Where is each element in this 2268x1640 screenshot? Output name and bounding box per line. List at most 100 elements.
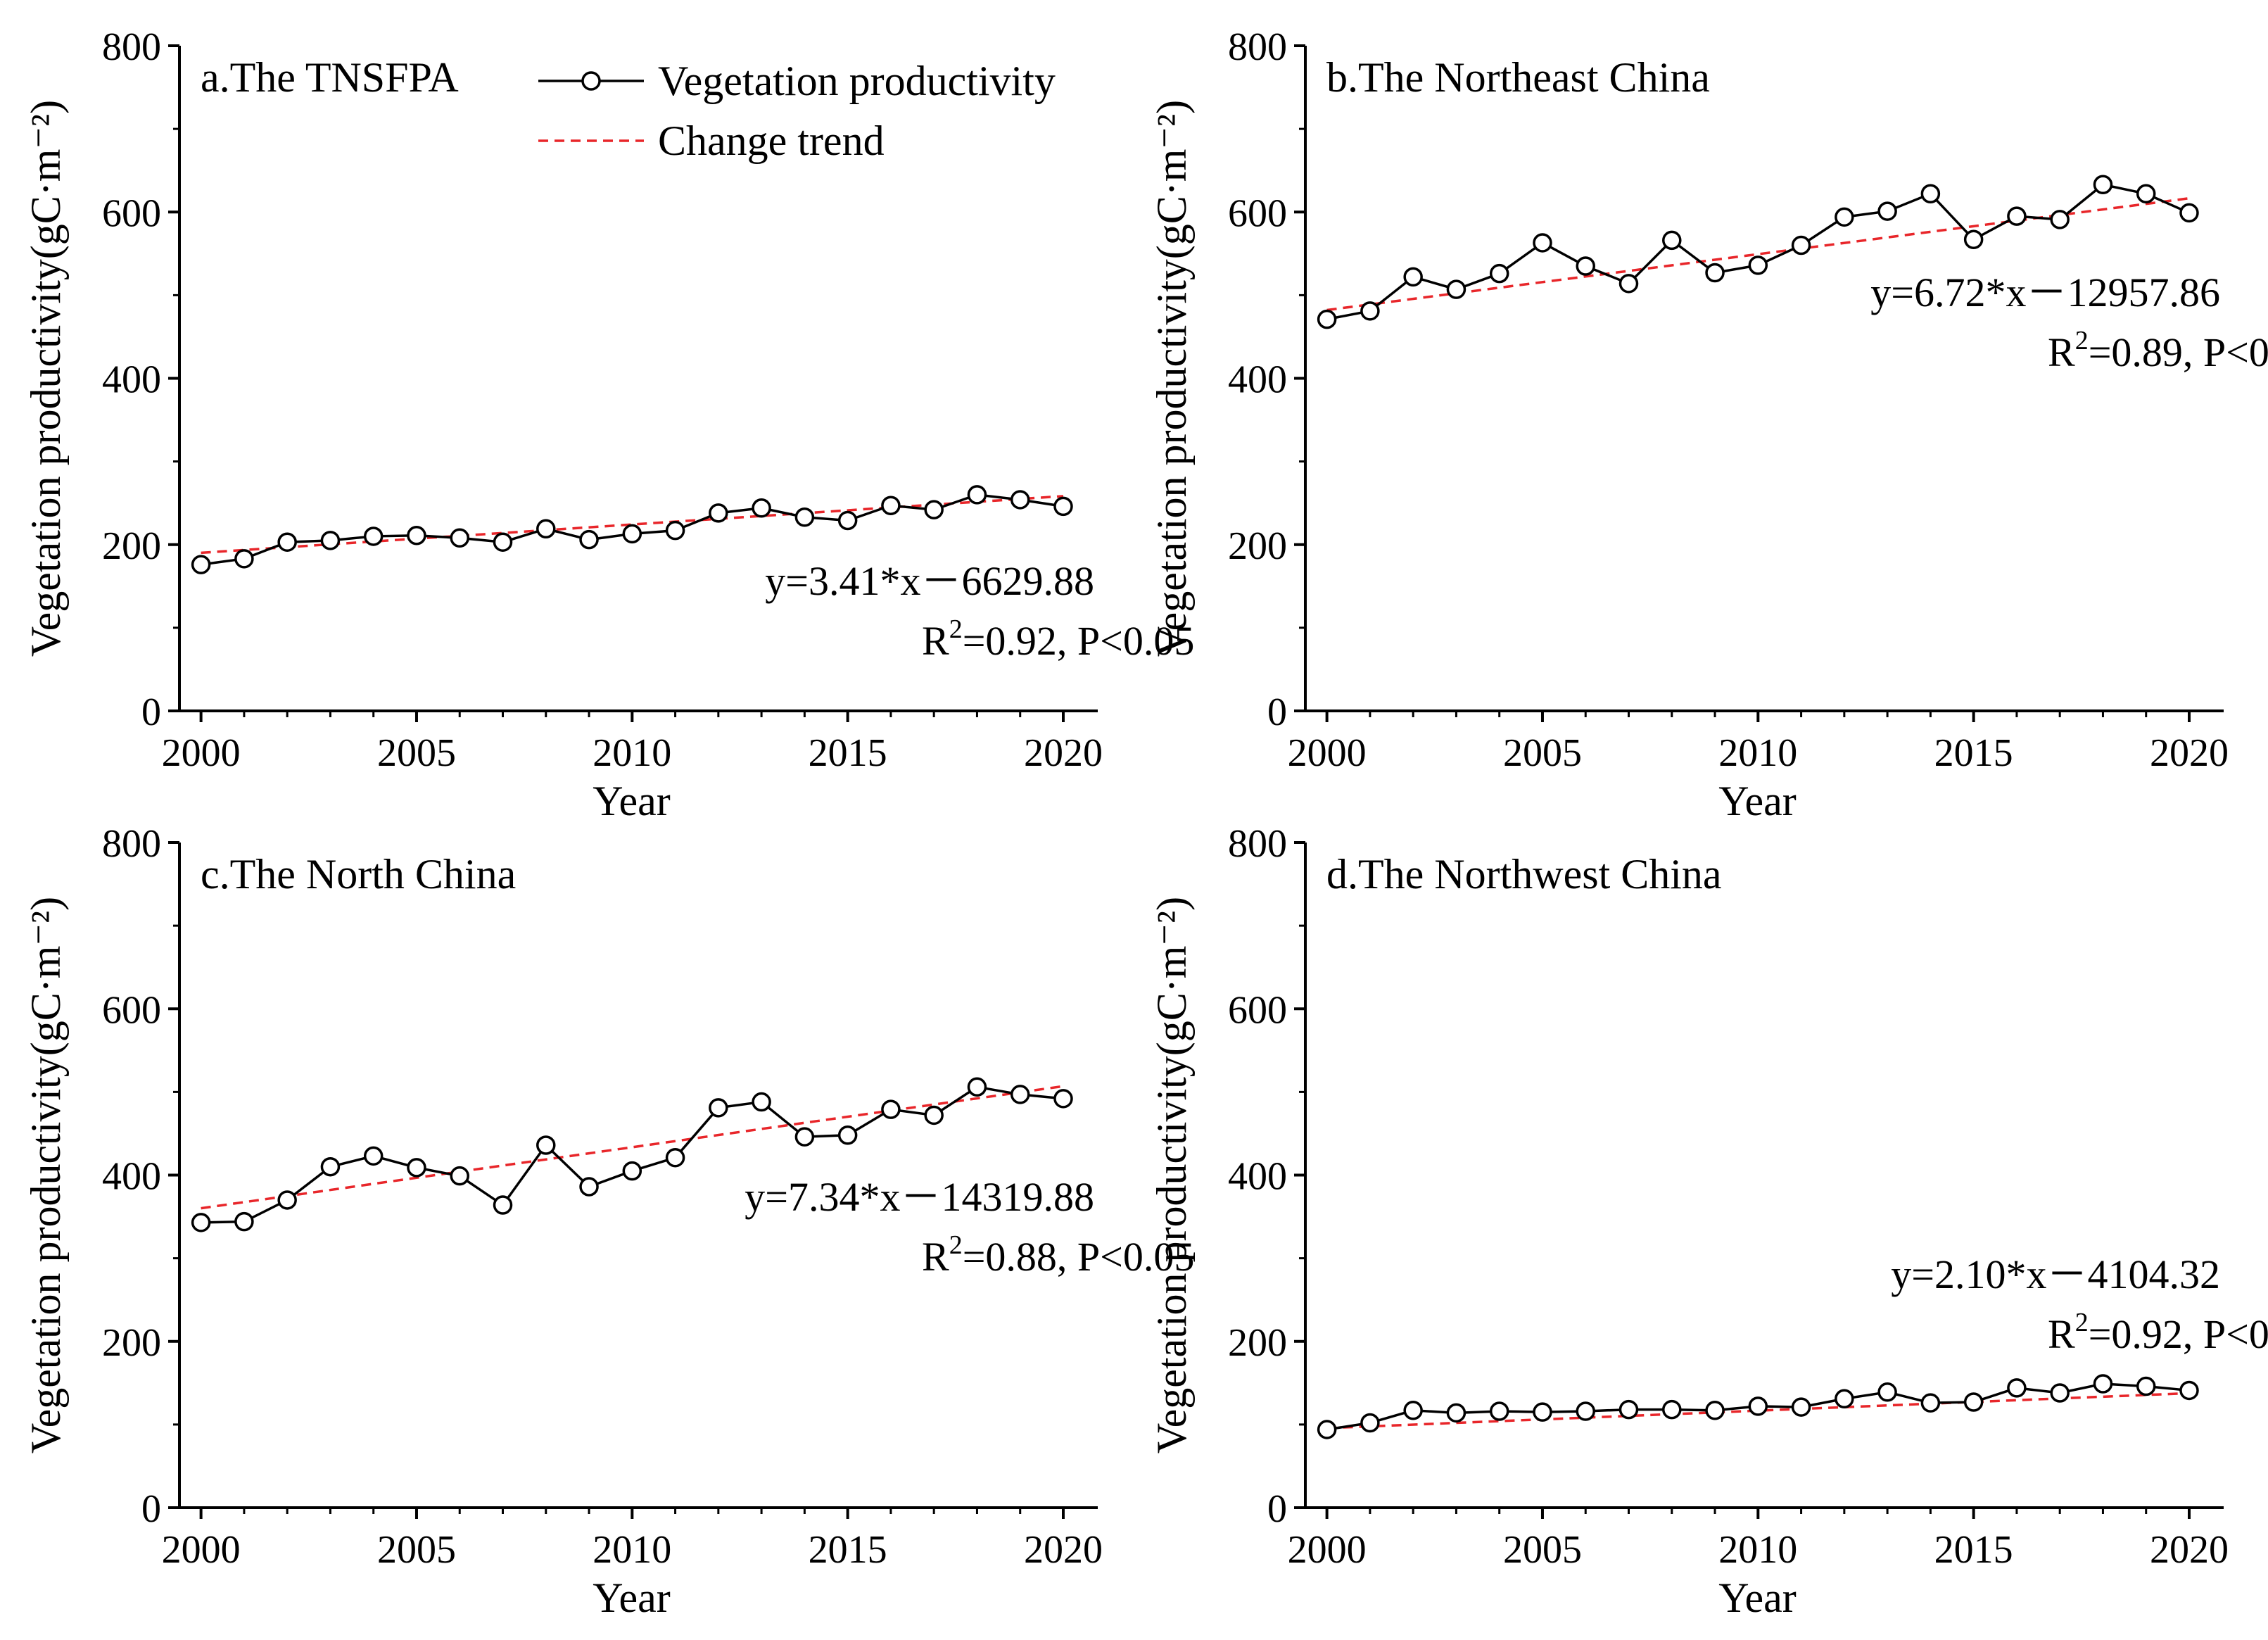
- data-point: [320, 1156, 341, 1177]
- chart-panel-3: 0 200 400 600 800 2000 2005 2010 2015 2020 Year Veg…: [23, 822, 1194, 1621]
- data-point: [1618, 274, 1639, 294]
- trend-line: [201, 495, 1064, 555]
- data-point: [967, 1077, 987, 1097]
- r2-value: =0.92, P<0.05: [2089, 1311, 2268, 1357]
- data-point: [493, 532, 513, 552]
- legend-marker: [581, 71, 601, 91]
- data-point: [1791, 1397, 1811, 1417]
- data-point: [1053, 496, 1073, 517]
- data-point: [837, 510, 858, 531]
- data-point: [191, 1213, 211, 1232]
- chart-panel-2: 0 200 400 600 800 2000 2005 2010 2015 2020 Year Veg…: [1148, 25, 2268, 824]
- data-point: [234, 549, 254, 569]
- data-point: [1489, 263, 1509, 284]
- x-tick-label: 2020: [1024, 731, 1103, 775]
- data-point: [2050, 1383, 2070, 1403]
- data-point: [1489, 1401, 1509, 1421]
- y-tick-label: 600: [1228, 191, 1287, 235]
- x-tick-label: 2020: [2150, 731, 2229, 775]
- regression-stats: R2=0.92, P<0.05: [922, 614, 1194, 664]
- data-point: [1533, 233, 1552, 253]
- data-point: [1662, 1399, 1682, 1420]
- data-point: [450, 528, 469, 548]
- data-point: [1662, 230, 1682, 251]
- data-point: [622, 1161, 642, 1181]
- x-tick-label: 2000: [1288, 731, 1367, 775]
- regression-stats: R2=0.89, P<0.05: [2048, 326, 2268, 375]
- data-point: [752, 1092, 771, 1112]
- x-tick-label: 2010: [1718, 1528, 1797, 1572]
- r2-prefix: R: [2048, 1311, 2075, 1357]
- y-tick-label: 0: [141, 1487, 161, 1531]
- data-point: [2093, 1374, 2113, 1394]
- y-axis-title: Vegetation productivity(gC·m⁻²): [23, 897, 69, 1453]
- x-tick-label: 2000: [162, 1528, 241, 1572]
- data-point: [881, 1099, 901, 1119]
- data-point: [1877, 1382, 1897, 1402]
- data-point: [1835, 1389, 1854, 1409]
- data-point: [1920, 1393, 1941, 1413]
- r2-superscript: 2: [949, 1230, 963, 1260]
- r2-superscript: 2: [949, 614, 963, 644]
- data-point: [1360, 301, 1380, 321]
- data-point: [709, 503, 728, 523]
- x-tick-label: 2010: [1718, 731, 1797, 775]
- legend: Vegetation productivity Change trend: [538, 58, 1056, 164]
- regression-equation: y=2.10*x－4104.32: [1891, 1251, 2220, 1297]
- data-point: [1010, 490, 1030, 510]
- data-point: [1963, 1392, 1984, 1412]
- data-point: [1010, 1085, 1030, 1104]
- r2-prefix: R: [2048, 329, 2075, 375]
- data-point: [1360, 1413, 1380, 1433]
- y-tick-label: 800: [102, 822, 161, 866]
- y-tick-label: 0: [1267, 1487, 1287, 1531]
- y-tick-label: 400: [1228, 358, 1287, 402]
- data-point: [1705, 263, 1725, 283]
- y-tick-label: 400: [1228, 1155, 1287, 1199]
- data-point: [2093, 175, 2113, 195]
- data-point: [2179, 1380, 2199, 1401]
- data-point: [1877, 201, 1897, 221]
- x-tick-label: 2015: [809, 1528, 887, 1572]
- chart-panel-4: 0 200 400 600 800 2000 2005 2010 2015 2020 Year Veg…: [1148, 822, 2268, 1621]
- data-point: [1920, 184, 1941, 204]
- regression-equation: y=3.41*x－6629.88: [765, 558, 1094, 604]
- data-point: [665, 1147, 685, 1168]
- y-tick-label: 800: [1228, 822, 1287, 866]
- x-axis-title: Year: [593, 1575, 671, 1621]
- data-point: [1403, 1401, 1423, 1420]
- data-point: [2007, 206, 2027, 226]
- regression-equation: y=6.72*x－12957.86: [1870, 270, 2220, 315]
- panel-title: a.The TNSFPA: [201, 54, 459, 101]
- x-tick-label: 2005: [1503, 731, 1582, 775]
- data-point: [363, 526, 384, 546]
- x-tick-label: 2010: [593, 1528, 671, 1572]
- y-tick-label: 800: [102, 25, 161, 69]
- data-point: [277, 1190, 297, 1210]
- legend-label: Change trend: [658, 118, 885, 164]
- data-point: [1791, 235, 1811, 256]
- data-point: [320, 531, 341, 550]
- x-tick-label: 2020: [2150, 1528, 2229, 1572]
- data-point: [1317, 309, 1337, 329]
- x-tick-label: 2020: [1024, 1528, 1103, 1572]
- data-point: [1835, 207, 1854, 227]
- data-point: [2136, 184, 2156, 204]
- data-point: [752, 498, 771, 518]
- x-axis-title: Year: [1718, 778, 1797, 824]
- data-point: [1618, 1399, 1639, 1420]
- data-point: [1705, 1401, 1725, 1420]
- data-point: [2136, 1376, 2156, 1396]
- data-point: [709, 1098, 728, 1118]
- data-point: [1576, 256, 1595, 276]
- x-tick-label: 2000: [162, 731, 241, 775]
- data-point: [2050, 210, 2070, 229]
- data-point: [277, 532, 297, 552]
- x-tick-label: 2015: [1934, 1528, 2013, 1572]
- data-point: [924, 500, 944, 519]
- data-point: [881, 496, 901, 515]
- data-point: [1748, 256, 1768, 275]
- trend-line: [1326, 1392, 2190, 1430]
- data-point: [622, 524, 642, 544]
- data-point: [967, 485, 987, 505]
